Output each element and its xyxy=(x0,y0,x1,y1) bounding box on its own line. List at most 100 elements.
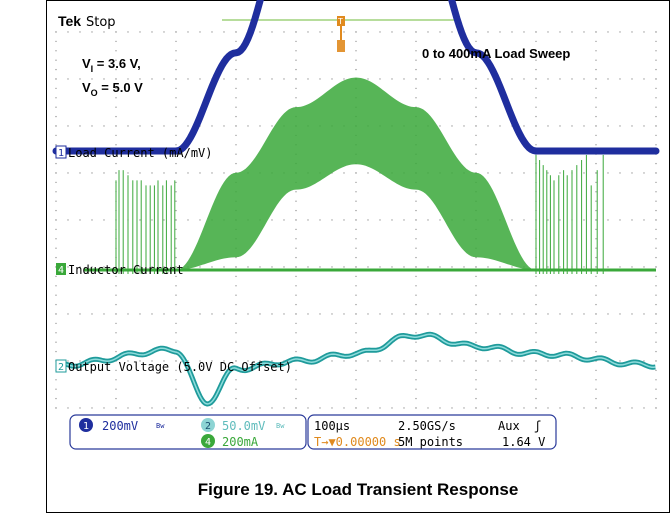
grid-dot xyxy=(523,78,525,80)
grid-dot xyxy=(331,360,333,362)
grid-dot xyxy=(271,125,273,127)
grid-dot xyxy=(247,266,249,268)
grid-dot xyxy=(535,397,537,400)
grid-dot xyxy=(55,238,57,240)
grid-dot xyxy=(79,78,81,80)
grid-dot xyxy=(535,106,537,108)
grid-dot xyxy=(595,162,597,165)
grid-dot xyxy=(235,397,237,400)
grid-dot xyxy=(139,407,141,409)
grid-dot xyxy=(583,125,585,127)
grid-dot xyxy=(607,125,609,127)
grid-dot xyxy=(595,191,597,193)
grid-dot xyxy=(295,407,297,409)
grid-dot xyxy=(655,200,657,202)
grid-dot xyxy=(67,78,69,80)
grid-dot xyxy=(595,125,597,127)
timebase-readout-box xyxy=(307,414,557,450)
grid-dot xyxy=(415,209,417,212)
grid-dot xyxy=(487,407,489,409)
grid-dot xyxy=(319,78,321,80)
grid-dot xyxy=(343,407,345,409)
ch2-scale: 50.0mV xyxy=(222,419,265,433)
grid-dot xyxy=(475,369,477,372)
grid-dot xyxy=(643,360,645,362)
grid-dot xyxy=(595,97,597,99)
grid-dot xyxy=(559,266,561,268)
grid-dot xyxy=(415,360,417,362)
oscilloscope-display: Tek Stop T VI = 3.6 V, VO = 5.0 V 0 to 4… xyxy=(52,0,660,450)
grid-dot xyxy=(271,313,273,315)
grid-dot xyxy=(475,266,477,268)
grid-dot xyxy=(415,219,417,221)
grid-dot xyxy=(595,313,597,315)
grid-dot xyxy=(235,379,237,381)
grid-dot xyxy=(103,266,105,268)
grid-dot xyxy=(595,322,597,325)
inductor-current-envelope xyxy=(56,77,656,270)
grid-dot xyxy=(571,78,573,80)
grid-dot xyxy=(55,247,57,249)
grid-dot xyxy=(391,407,393,409)
grid-dot xyxy=(151,407,153,409)
trigger-position: T→▼0.00000 s xyxy=(314,435,401,449)
grid-dot xyxy=(175,275,177,278)
grid-dot xyxy=(523,172,525,174)
grid-dot xyxy=(175,68,177,71)
grid-dot xyxy=(607,407,609,409)
grid-dot xyxy=(235,144,237,146)
grid-dot xyxy=(103,125,105,127)
grid-dot xyxy=(655,238,657,240)
grid-dot xyxy=(595,172,597,174)
grid-dot xyxy=(307,313,309,315)
grid-dot xyxy=(631,172,633,174)
grid-dot xyxy=(139,219,141,221)
grid-dot xyxy=(343,31,345,33)
grid-dot xyxy=(295,350,297,353)
grid-dot xyxy=(295,228,297,231)
grid-dot xyxy=(415,78,417,80)
grid-dot xyxy=(139,360,141,362)
grid-dot xyxy=(475,275,477,278)
grid-dot xyxy=(307,407,309,409)
grid-dot xyxy=(367,78,369,80)
grid-dot xyxy=(343,172,345,174)
grid-dot xyxy=(151,219,153,221)
ch1-bw-limit: Bw xyxy=(156,422,165,430)
grid-dot xyxy=(655,407,657,409)
grid-dot xyxy=(451,31,453,33)
grid-dot xyxy=(355,266,357,268)
grid-dot xyxy=(523,407,525,409)
grid-dot xyxy=(367,266,369,268)
grid-dot xyxy=(223,125,225,127)
grid-dot xyxy=(523,31,525,33)
grid-dot xyxy=(151,78,153,80)
grid-dot xyxy=(67,407,69,409)
grid-dot xyxy=(79,266,81,268)
grid-dot xyxy=(295,341,297,343)
grid-dot xyxy=(403,313,405,315)
grid-dot xyxy=(535,115,537,118)
grid-dot xyxy=(655,388,657,390)
grid-dot xyxy=(235,97,237,99)
grid-dot xyxy=(595,379,597,381)
grid-dot xyxy=(355,332,357,334)
grid-dot xyxy=(55,134,57,137)
grid-dot xyxy=(451,125,453,127)
grid-dot xyxy=(235,360,237,362)
grid-dot xyxy=(175,219,177,221)
ch1-scale: 200mV xyxy=(102,419,138,433)
grid-dot xyxy=(475,397,477,400)
grid-dot xyxy=(139,31,141,33)
grid-dot xyxy=(295,200,297,202)
grid-dot xyxy=(295,209,297,212)
grid-dot xyxy=(295,238,297,240)
grid-dot xyxy=(187,78,189,80)
grid-dot xyxy=(295,285,297,287)
grid-dot xyxy=(535,68,537,71)
grid-dot xyxy=(595,247,597,249)
grid-dot xyxy=(211,125,213,127)
grid-dot xyxy=(415,313,417,315)
ch4-marker-num: 4 xyxy=(58,265,64,276)
grid-dot xyxy=(355,285,357,287)
